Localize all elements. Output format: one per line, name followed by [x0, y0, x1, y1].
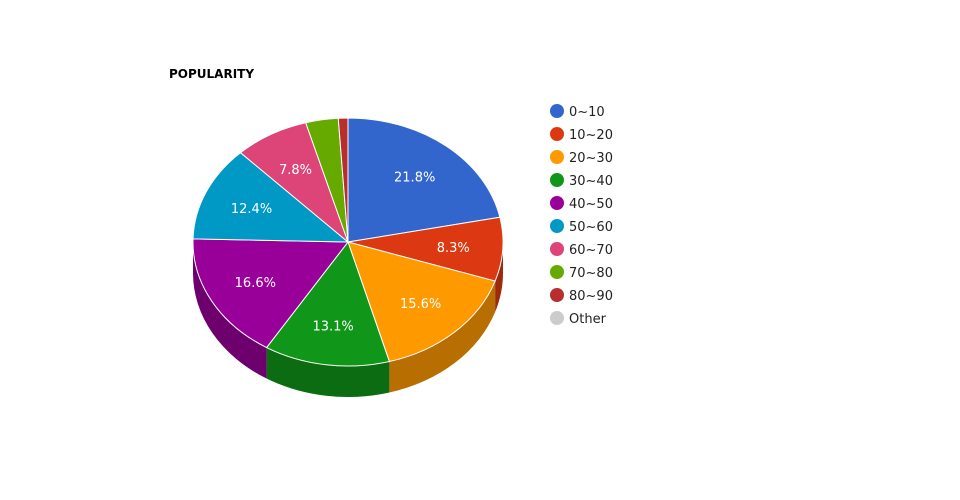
- legend: 0~10 10~20 20~30 30~40 40~50 50~60 60~70 70~80 8…: [550, 104, 613, 327]
- pie-top-layer: [192, 117, 504, 367]
- legend-label: 50~60: [569, 220, 613, 235]
- pie-slice-40-50[interactable]: [192, 238, 350, 349]
- legend-label: 40~50: [569, 197, 613, 212]
- legend-item-60-70[interactable]: 60~70: [550, 242, 613, 258]
- slice-label-0-10: 21.8%: [394, 171, 435, 186]
- legend-swatch: [550, 219, 564, 233]
- legend-item-10-20[interactable]: 10~20: [550, 127, 613, 143]
- legend-swatch: [550, 196, 564, 210]
- slice-label-30-40: 13.1%: [312, 319, 353, 334]
- pie-labels-layer: 21.8% 8.3% 15.6% 13.1% 16.6% 12.4% 7.8%: [231, 163, 470, 335]
- pie-slice-20-30[interactable]: [347, 241, 496, 363]
- slice-label-60-70: 7.8%: [279, 163, 312, 178]
- legend-swatch: [550, 127, 564, 141]
- legend-label: 10~20: [569, 128, 613, 143]
- slice-label-50-60: 12.4%: [231, 202, 272, 217]
- legend-label: 60~70: [569, 243, 613, 258]
- legend-label: 30~40: [569, 174, 613, 189]
- pie-slice-0-10[interactable]: [347, 117, 501, 243]
- slice-label-10-20: 8.3%: [437, 241, 470, 256]
- pie-side-30-40: [266, 347, 390, 398]
- legend-label: 20~30: [569, 151, 613, 166]
- pie-side-40-50: [193, 242, 267, 379]
- legend-swatch: [550, 104, 564, 118]
- legend-swatch: [550, 288, 564, 302]
- pie-slice-80-90[interactable]: [337, 117, 349, 243]
- pie-side-10-20: [495, 242, 503, 313]
- legend-item-20-30[interactable]: 20~30: [550, 150, 613, 166]
- legend-item-80-90[interactable]: 80~90: [550, 288, 613, 304]
- legend-label: Other: [569, 312, 607, 327]
- legend-swatch: [550, 242, 564, 256]
- legend-swatch: [550, 150, 564, 164]
- chart-title: POPULARITY: [169, 67, 254, 81]
- legend-item-70-80[interactable]: 70~80: [550, 265, 613, 281]
- legend-swatch: [550, 311, 564, 325]
- legend-item-other[interactable]: Other: [550, 311, 607, 327]
- legend-item-0-10[interactable]: 0~10: [550, 104, 605, 120]
- pie-depth-layer: [193, 242, 503, 398]
- slice-label-40-50: 16.6%: [235, 276, 276, 291]
- legend-item-50-60[interactable]: 50~60: [550, 219, 613, 235]
- legend-label: 70~80: [569, 266, 613, 281]
- pie-slice-50-60[interactable]: [192, 152, 350, 243]
- legend-label: 0~10: [569, 105, 605, 120]
- pie-side-20-30: [389, 281, 496, 393]
- legend-swatch: [550, 265, 564, 279]
- slice-label-20-30: 15.6%: [400, 297, 441, 312]
- legend-item-40-50[interactable]: 40~50: [550, 196, 613, 212]
- legend-label: 80~90: [569, 289, 613, 304]
- legend-item-30-40[interactable]: 30~40: [550, 173, 613, 189]
- legend-swatch: [550, 173, 564, 187]
- pie-slice-30-40[interactable]: [265, 240, 391, 367]
